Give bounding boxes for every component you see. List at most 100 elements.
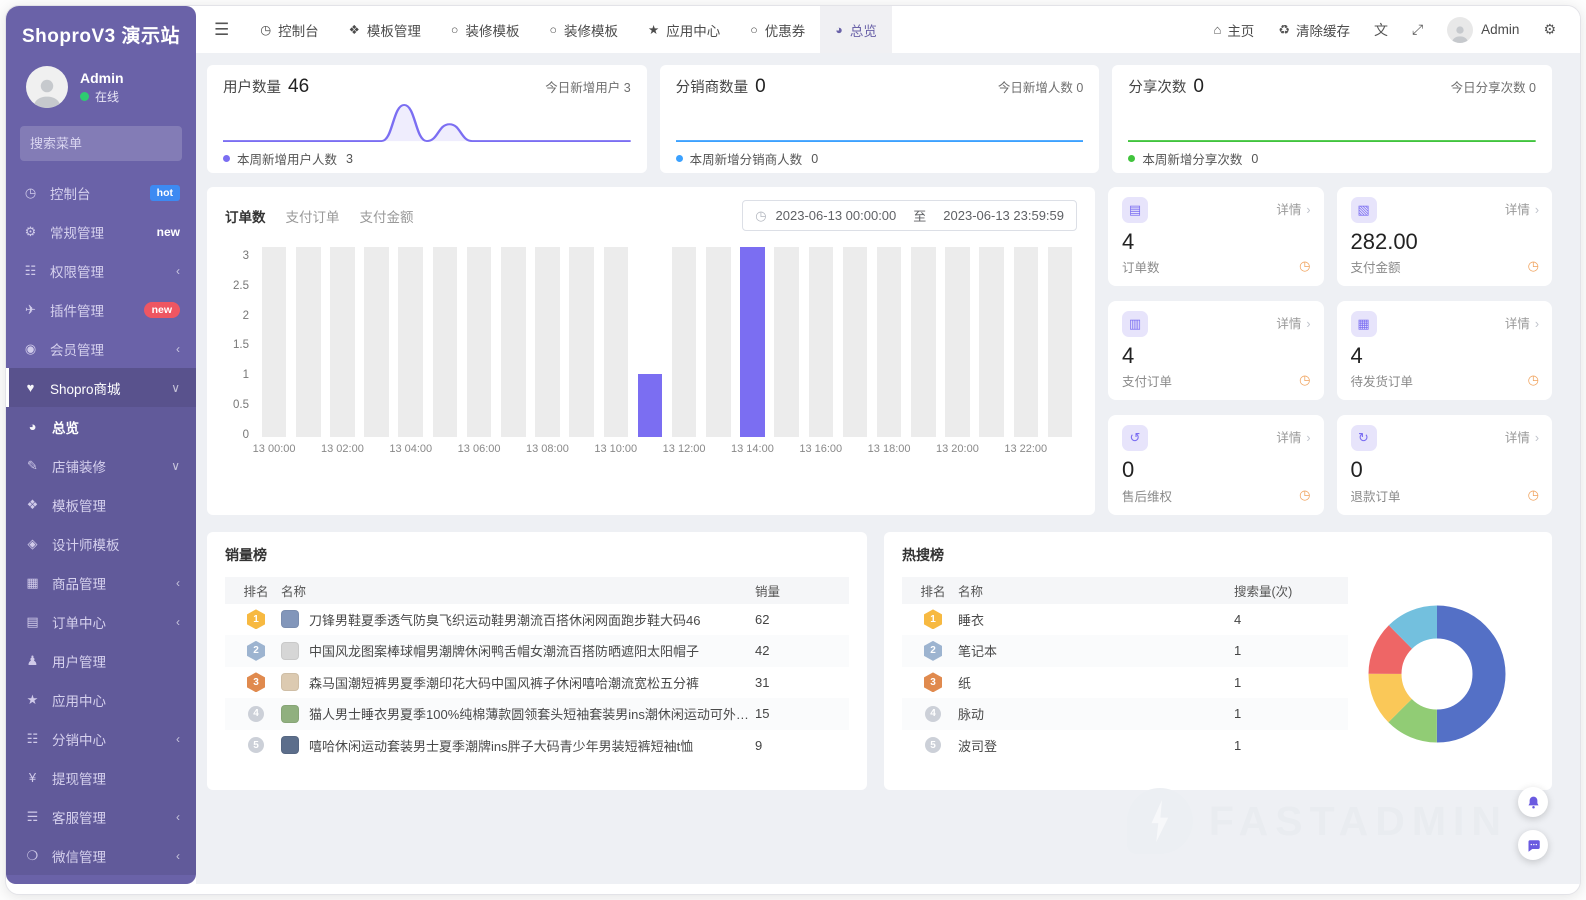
sidebar-item-label: 应用中心 (52, 693, 106, 709)
sidebar-item-label: 设计师模板 (52, 537, 120, 553)
topbar-actions: ⌂ 主页 ♻ 清除缓存 文 ⤢ Admin ⚙ (1213, 6, 1580, 53)
sidebar-item-template[interactable]: ❖ 模板管理 (6, 485, 196, 524)
name-cell: 波司登 (958, 736, 1234, 755)
date-range-picker[interactable]: ◷ 2023-06-13 00:00:00 至 2023-06-13 23:59… (742, 200, 1077, 231)
tab-app-center[interactable]: ★ 应用中心 (633, 6, 735, 53)
sidebar-item-goods[interactable]: ▦ 商品管理 ‹ (6, 563, 196, 602)
sidebar-item-auth[interactable]: ☷ 权限管理 ‹ (6, 251, 196, 290)
search-input[interactable] (30, 136, 196, 151)
x-tick-label: 13 00:00 (252, 443, 296, 455)
tab-coupon[interactable]: ○ 优惠券 (735, 6, 820, 53)
bar-slot (701, 247, 735, 437)
sidebar-item-member[interactable]: ◉ 会员管理 ‹ (6, 329, 196, 368)
badge-hot: hot (149, 184, 180, 201)
bar-slot (496, 247, 530, 437)
sidebar-item-decorate[interactable]: ✎ 店铺装修 ∨ (6, 446, 196, 485)
sidebar-item-user[interactable]: ♟ 用户管理 (6, 641, 196, 680)
chevron-down-icon: ∨ (171, 458, 180, 473)
sidebar-item-console[interactable]: ◷ 控制台 hot (6, 173, 196, 212)
notifications-button[interactable] (1518, 787, 1548, 817)
table-row[interactable]: 5 波司登 1 (902, 730, 1348, 762)
clear-cache-label: 清除缓存 (1295, 23, 1350, 39)
cogs-icon: ⚙ (24, 223, 37, 239)
tab-console[interactable]: ◷ 控制台 (245, 6, 333, 53)
legend-label: 本周新增用户人数 (237, 153, 338, 167)
circle-icon: ○ (450, 22, 459, 37)
sidebar-item-withdraw[interactable]: ¥ 提现管理 (6, 758, 196, 797)
stat-card-label: 支付金额 (1350, 261, 1401, 276)
avatar (26, 66, 68, 108)
table-row[interactable]: 5 嘻哈休闲运动套装男士夏季潮牌ins胖子大码青少年男装短裤短袖t恤 9 (225, 730, 849, 762)
legend-dot (223, 155, 230, 162)
order-bar-chart: 3 2.5 2 1.5 1 0.5 0 13 00:00 13 02:00 13 04:00 13… (225, 247, 1077, 465)
table-row[interactable]: 2 笔记本 1 (902, 635, 1348, 667)
placeholder-bar (671, 247, 697, 437)
bar-slot (394, 247, 428, 437)
language-icon[interactable]: 文 (1373, 21, 1388, 38)
sidebar-item-shopro[interactable]: ♥ Shopro商城 ∨ (6, 368, 196, 407)
placeholder-bar (808, 247, 834, 437)
clear-cache-button[interactable]: ♻ 清除缓存 (1278, 20, 1350, 40)
placeholder-bar (364, 247, 389, 437)
tab-decorate-1[interactable]: ○ 装修模板 (436, 6, 535, 53)
table-row[interactable]: 1 睡衣 4 (902, 604, 1348, 636)
plot-area: 13 00:00 13 02:00 13 04:00 13 06:00 13 08:00… (253, 247, 1077, 465)
user-menu-label: Admin (1481, 22, 1520, 37)
table-row[interactable]: 4 猫人男士睡衣男夏季100%纯棉薄款圆领套头短袖套装男ins潮休闲运动可外穿家居… (225, 698, 849, 730)
order-tab-支付金额[interactable]: 支付金额 (359, 209, 414, 225)
detail-link[interactable]: 详情 › (1505, 199, 1539, 218)
menu-toggle-icon[interactable]: ☰ (214, 19, 230, 39)
name-cell: 脉动 (958, 704, 1234, 723)
user-menu[interactable]: Admin (1447, 16, 1520, 43)
tab-template[interactable]: ❖ 模板管理 (334, 6, 436, 53)
table-row[interactable]: 1 刀锋男鞋夏季透气防臭飞织运动鞋男潮流百搭休闲网面跑步鞋大码46 62 (225, 604, 849, 636)
chat-button[interactable] (1518, 830, 1548, 860)
bar-slot (1009, 247, 1043, 437)
fullscreen-icon[interactable]: ⤢ (1411, 21, 1424, 37)
detail-link[interactable]: 详情 › (1505, 427, 1539, 446)
tab-decorate-2[interactable]: ○ 装修模板 (534, 6, 633, 53)
placeholder-bar (876, 247, 902, 437)
rank-cell: 4 (231, 705, 281, 722)
detail-link[interactable]: 详情 › (1505, 313, 1539, 332)
user-profile[interactable]: Admin 在线 (6, 54, 196, 116)
tab-overview[interactable]: ◕ 总览 (820, 6, 892, 53)
date-end-value[interactable]: 2023-06-13 23:59:59 (943, 208, 1064, 223)
user-status: 在线 (80, 88, 124, 105)
rank-number-icon: 4 (925, 705, 941, 722)
sidebar-item-commission[interactable]: ☷ 分销中心 ‹ (6, 719, 196, 758)
sidebar-item-service[interactable]: ☴ 客服管理 ‹ (6, 797, 196, 836)
sidebar-item-overview[interactable]: ◕ 总览 (6, 407, 196, 446)
overview-card-legend: 本周新增分享次数 0 (1128, 149, 1536, 168)
brush-icon: ✎ (27, 457, 38, 473)
placeholder-bar (330, 247, 355, 437)
stat-card-pay-amount: ▧ 详情 › 282.00 支付金额 ◷ (1336, 187, 1552, 287)
table-row[interactable]: 3 森马国潮短裤男夏季潮印花大码中国风裤子休闲嘻哈潮流宽松五分裤 31 (225, 667, 849, 699)
date-start-value[interactable]: 2023-06-13 00:00:00 (775, 208, 897, 223)
x-tick-label: 13 20:00 (935, 443, 979, 455)
home-link[interactable]: ⌂ 主页 (1213, 20, 1254, 40)
table-row[interactable]: 2 中国风龙图案棒球帽男潮牌休闲鸭舌帽女潮流百搭防晒遮阳太阳帽子 42 (225, 635, 849, 667)
settings-icon[interactable]: ⚙ (1543, 21, 1556, 37)
avatar (1447, 16, 1474, 43)
sidebar-item-order[interactable]: ▤ 订单中心 ‹ (6, 602, 196, 641)
sidebar-menu: ◷ 控制台 hot ⚙ 常规管理 new ☷ 权限管理 ‹ ✈ 插件管理 new ◉ 会员管理 ‹ ♥ Shop… (6, 173, 196, 884)
y-tick-label: 0 (242, 428, 249, 441)
sidebar-item-general[interactable]: ⚙ 常规管理 new (6, 212, 196, 251)
user-circle-icon: ◉ (24, 340, 37, 356)
sidebar-item-app[interactable]: ★ 应用中心 (6, 680, 196, 719)
chevron-left-icon: ‹ (176, 575, 180, 590)
detail-link[interactable]: 详情 › (1276, 199, 1310, 218)
table-row[interactable]: 4 脉动 1 (902, 698, 1348, 730)
x-tick-label: 13 16:00 (799, 443, 843, 455)
sidebar-item-wechat[interactable]: ❍ 微信管理 ‹ (6, 836, 196, 875)
detail-link[interactable]: 详情 › (1276, 313, 1310, 332)
item-name: 睡衣 (958, 612, 985, 628)
clock-icon: ◷ (1527, 258, 1539, 274)
order-tab-订单数[interactable]: 订单数 (225, 209, 266, 225)
sidebar-item-designer[interactable]: ◈ 设计师模板 (6, 524, 196, 563)
order-tab-支付订单[interactable]: 支付订单 (285, 209, 340, 225)
detail-link[interactable]: 详情 › (1276, 427, 1310, 446)
sidebar-item-addon[interactable]: ✈ 插件管理 new (6, 290, 196, 329)
